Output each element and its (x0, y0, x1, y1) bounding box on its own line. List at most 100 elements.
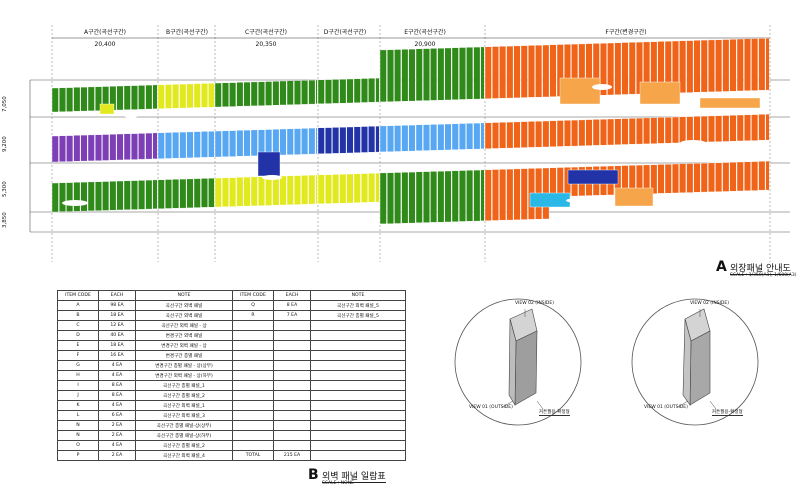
note-cell-2 (310, 390, 406, 401)
exterior-panel (80, 181, 88, 212)
exterior-panel (430, 171, 438, 223)
each-cell: 4 EA (98, 440, 136, 451)
exterior-panel (123, 180, 131, 211)
exterior-panel (87, 181, 95, 212)
exterior-panel (172, 179, 180, 209)
exterior-panel (708, 39, 715, 93)
exterior-panel (200, 131, 208, 158)
exterior-panel (164, 84, 172, 109)
note-cell-2 (310, 370, 406, 381)
exterior-panel (664, 116, 672, 144)
panel-view-2-drawing (631, 298, 759, 426)
exterior-panel (542, 120, 550, 148)
exterior-panel (152, 179, 158, 210)
table-title: 외벽 패널 일람표 (322, 469, 386, 483)
exterior-panel (499, 122, 507, 149)
exterior-panel (444, 123, 452, 151)
exterior-panel (200, 83, 208, 108)
elevation-title-letter: A (716, 259, 727, 275)
note-cell: 곡선구간 외벽 패널 (135, 300, 233, 311)
accent-panel (559, 77, 601, 105)
exterior-panel (394, 125, 402, 152)
each-cell-2: 7 EA (273, 310, 311, 321)
exterior-panel (715, 115, 723, 142)
each-cell: 4 EA (98, 370, 136, 381)
exterior-panel (437, 48, 445, 101)
exterior-panel (650, 117, 658, 144)
exterior-panel (408, 124, 416, 152)
exterior-panel (423, 124, 430, 151)
each-cell: 18 EA (98, 340, 136, 351)
exterior-panel (437, 170, 445, 223)
header-note: NOTE (135, 290, 233, 301)
opening-hole (124, 113, 138, 118)
exterior-panel (294, 80, 301, 105)
item-code-cell-2: R (232, 310, 274, 321)
exterior-panel (451, 170, 459, 222)
each-cell: 2 EA (98, 420, 136, 431)
exterior-panel (294, 128, 301, 155)
exterior-panel (315, 79, 318, 105)
exterior-panel (258, 176, 265, 206)
exterior-panel (736, 161, 744, 192)
zone-dim-c: 20,350 (255, 41, 277, 48)
exterior-panel (208, 82, 215, 108)
exterior-panel (353, 78, 361, 103)
table-scale: SCALE : NONE (322, 481, 354, 486)
exterior-panel (520, 168, 528, 220)
item-code-cell-2 (232, 340, 274, 351)
exterior-panel (459, 170, 466, 222)
exterior-panel (208, 130, 215, 158)
table-row: D 40 EA 변경구간 외벽 패널 (57, 330, 406, 341)
item-code-cell: I (57, 380, 99, 391)
zone-dim-e: 20,900 (414, 41, 436, 48)
item-code-cell: K (57, 400, 99, 411)
exterior-panel (308, 174, 316, 205)
item-code-cell-2 (232, 320, 274, 331)
exterior-panel (473, 46, 481, 100)
exterior-panel (325, 174, 332, 204)
exterior-panel (346, 173, 354, 204)
exterior-panel (172, 84, 180, 109)
note-cell-2 (310, 380, 406, 391)
exterior-panel (751, 114, 759, 141)
exterior-panel (332, 174, 340, 204)
exterior-panel (339, 126, 347, 154)
item-code-cell: E (57, 340, 99, 351)
table-row: F 16 EA 변경구간 층별 패널 (57, 350, 406, 361)
exterior-panel (499, 169, 507, 221)
note-cell-2 (310, 320, 406, 331)
exterior-panel (459, 123, 466, 150)
exterior-panel (394, 172, 402, 224)
item-code-cell: P (57, 450, 99, 461)
exterior-panel (243, 129, 251, 157)
accent-panel (699, 97, 761, 109)
exterior-panel (179, 178, 187, 209)
exterior-panel (214, 130, 222, 158)
exterior-panel (315, 127, 318, 155)
exterior-panel (451, 47, 459, 100)
exterior-panel (258, 81, 265, 106)
exterior-panel (265, 129, 273, 156)
exterior-panel (361, 173, 368, 203)
exterior-panel (221, 130, 229, 158)
exterior-panel (444, 47, 452, 101)
exterior-panel (715, 39, 723, 92)
exterior-panel (499, 46, 507, 99)
exterior-panel (375, 77, 380, 103)
exterior-panel (387, 49, 394, 102)
exterior-panel (152, 132, 158, 160)
zone-label-a: A구간(곡선구간) (84, 29, 126, 36)
view-1-note: 커튼월용-확정형 (539, 410, 570, 416)
exterior-panel (657, 164, 665, 194)
exterior-panel (243, 81, 251, 107)
each-cell: 12 EA (98, 320, 136, 331)
exterior-panel (614, 42, 622, 95)
exterior-panel (408, 48, 416, 102)
table-row: A 98 EA 곡선구간 외벽 패널 Q 8 EA 곡선구간 외벽 패널_5 (57, 300, 406, 311)
view-1-outside-label: VIEW 01 (OUTSIDE) (469, 405, 513, 410)
accent-panel (99, 103, 115, 115)
